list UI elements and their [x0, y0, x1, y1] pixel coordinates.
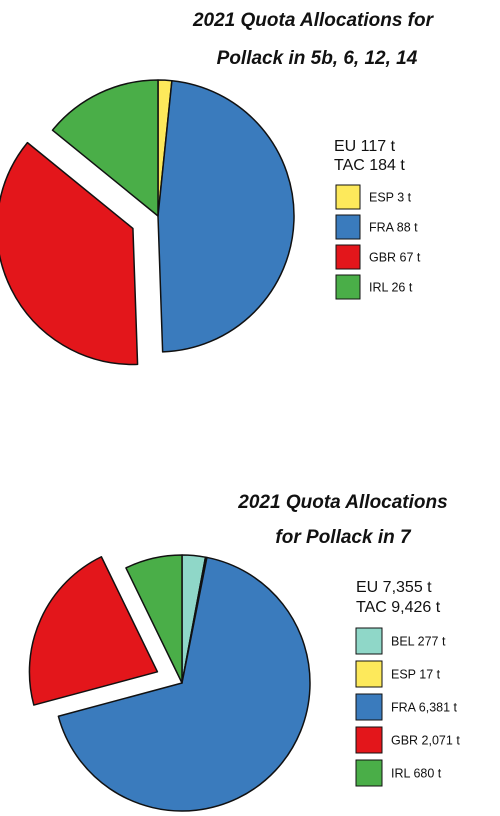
- chart-2-legend-swatch-gbr: [355, 726, 383, 754]
- chart-1-legend-swatch-irl: [335, 274, 361, 300]
- chart-2-legend-swatch-irl: [355, 759, 383, 787]
- chart-1-legend-swatch-gbr: [335, 244, 361, 270]
- chart-2-slice-irl: [125, 554, 183, 684]
- chart-1-legend-swatch-esp: [335, 184, 361, 210]
- chart-2-legend: BEL 277 t ESP 17 t FRA 6,381 t GBR 2,071 t I…: [355, 627, 460, 787]
- chart-2-slice-gbr: [28, 555, 159, 706]
- chart-2-pie: [28, 554, 311, 812]
- chart-1-title-line-1: 2021 Quota Allocations for: [192, 10, 435, 31]
- chart-1-pie: [0, 79, 295, 366]
- chart-2-legend-label-gbr: GBR 2,071 t: [391, 734, 460, 748]
- chart-1-legend-label-esp: ESP 3 t: [369, 191, 412, 205]
- chart-1-summary-eu: EU 117 t: [334, 138, 396, 155]
- chart-1-legend-label-fra: FRA 88 t: [369, 221, 418, 235]
- chart-1: 2021 Quota Allocations for Pollack in 5b…: [0, 10, 435, 366]
- chart-1-title-line-2: Pollack in 5b, 6, 12, 14: [217, 48, 418, 69]
- chart-1-legend: ESP 3 t FRA 88 t GBR 67 t IRL 26 t: [335, 184, 421, 300]
- chart-2-legend-swatch-fra: [355, 693, 383, 721]
- chart-1-legend-label-gbr: GBR 67 t: [369, 251, 421, 265]
- chart-2-legend-label-bel: BEL 277 t: [391, 635, 446, 649]
- chart-1-legend-swatch-fra: [335, 214, 361, 240]
- chart-2-legend-label-fra: FRA 6,381 t: [391, 701, 458, 715]
- chart-2-legend-label-esp: ESP 17 t: [391, 668, 441, 682]
- chart-2: 2021 Quota Allocations for Pollack in 7 …: [28, 492, 460, 812]
- chart-2-title-line-2: for Pollack in 7: [275, 527, 412, 548]
- chart-1-legend-label-irl: IRL 26 t: [369, 281, 413, 295]
- chart-2-title-line-1: 2021 Quota Allocations: [237, 492, 447, 513]
- chart-2-slice-fra: [57, 556, 311, 812]
- chart-2-summary-tac: TAC 9,426 t: [356, 599, 441, 616]
- chart-2-legend-swatch-esp: [355, 660, 383, 688]
- chart-2-summary-eu: EU 7,355 t: [356, 579, 432, 596]
- chart-1-slice-irl: [51, 79, 159, 217]
- chart-2-legend-swatch-bel: [355, 627, 383, 655]
- chart-1-slice-fra: [157, 79, 295, 353]
- chart-1-summary-tac: TAC 184 t: [334, 157, 405, 174]
- chart-2-legend-label-irl: IRL 680 t: [391, 767, 442, 781]
- chart-1-slice-gbr: [0, 141, 139, 366]
